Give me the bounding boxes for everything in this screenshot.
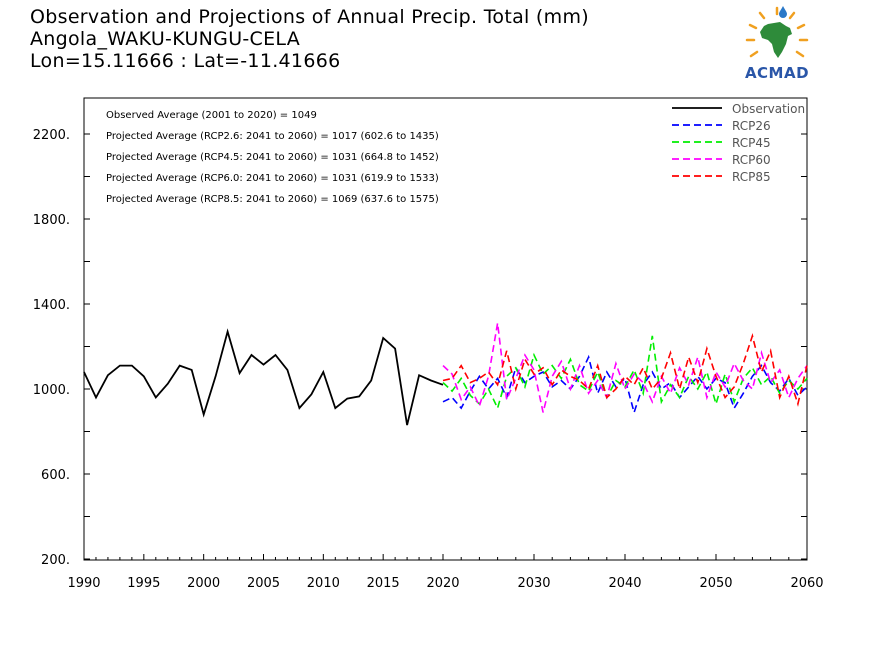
y-tick-label: 1800. <box>33 213 70 228</box>
x-tick-label: 2020 <box>426 576 459 591</box>
plot-frame <box>83 97 808 561</box>
y-tick-label: 1000. <box>33 383 70 398</box>
annotation-line: Projected Average (RCP8.5: 2041 to 2060)… <box>106 194 439 205</box>
station-name: Angola_WAKU-KUNGU-CELA <box>30 28 301 50</box>
annotation-line: Projected Average (RCP6.0: 2041 to 2060)… <box>106 173 439 184</box>
annotation-line: Projected Average (RCP4.5: 2041 to 2060)… <box>106 152 439 163</box>
legend-label: RCP26 <box>732 119 771 133</box>
y-tick-label: 1400. <box>33 298 70 313</box>
legend-label: Observation <box>732 102 805 116</box>
x-axis-labels: 1990 1995 2000 2005 2010 2015 2020 2030 2040 2050… <box>67 576 823 591</box>
x-tick-label: 2060 <box>790 576 823 591</box>
x-tick-label: 2050 <box>699 576 732 591</box>
chart-title: Observation and Projections of Annual Pr… <box>30 6 589 28</box>
annotation-line: Observed Average (2001 to 2020) = 1049 <box>106 110 317 121</box>
series-line-rcp26 <box>442 354 808 416</box>
legend: Observation RCP26 RCP45 RCP60 RCP85 <box>672 102 805 184</box>
annotations: Observed Average (2001 to 2020) = 1049 Pr… <box>106 110 439 205</box>
logo-text: ACMAD <box>744 64 810 82</box>
legend-label: RCP85 <box>732 170 771 184</box>
africa-shape-icon <box>760 22 792 58</box>
legend-label: RCP45 <box>732 136 771 150</box>
x-tick-label: 2030 <box>517 576 550 591</box>
x-tick-label: 2005 <box>247 576 280 591</box>
y-axis-labels: 200. 600. 1000. 1400. 1800. 2200. <box>33 128 70 568</box>
africa-icon <box>745 6 809 58</box>
series-line-observation <box>83 328 444 426</box>
legend-label: RCP60 <box>732 153 771 167</box>
x-tick-label: 1990 <box>67 576 100 591</box>
x-tick-label: 2040 <box>608 576 641 591</box>
x-tick-label: 2010 <box>307 576 340 591</box>
station-coordinates: Lon=15.11666 : Lat=-11.41666 <box>30 50 341 72</box>
y-tick-label: 2200. <box>33 128 70 143</box>
x-tick-label: 1995 <box>127 576 160 591</box>
annotation-line: Projected Average (RCP2.6: 2041 to 2060)… <box>106 131 439 142</box>
x-tick-label: 2015 <box>367 576 400 591</box>
y-tick-label: 200. <box>41 553 70 568</box>
series-line-rcp45 <box>442 335 808 411</box>
x-tick-label: 2000 <box>187 576 220 591</box>
series-line-rcp60 <box>442 322 808 413</box>
series-layer <box>83 322 808 426</box>
sun-rays-icon <box>745 6 809 58</box>
axis-ticks <box>83 133 808 560</box>
y-tick-label: 600. <box>41 468 70 483</box>
title-block: Observation and Projections of Annual Pr… <box>30 6 589 72</box>
acmad-logo: ACMAD <box>734 6 820 86</box>
series-line-rcp85 <box>442 333 808 407</box>
water-drop-icon <box>779 6 787 18</box>
